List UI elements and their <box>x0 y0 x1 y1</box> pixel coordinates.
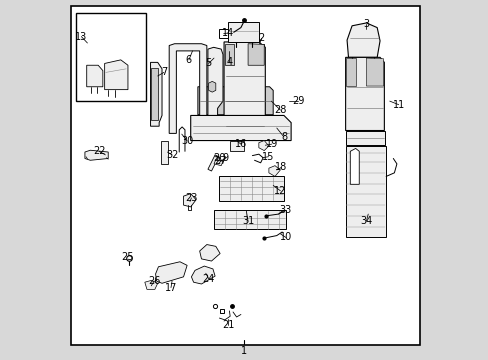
Text: 19: 19 <box>265 139 277 149</box>
Text: 20: 20 <box>213 153 225 163</box>
Polygon shape <box>345 131 384 145</box>
Polygon shape <box>224 44 233 65</box>
Text: 32: 32 <box>165 150 178 160</box>
Text: 2: 2 <box>258 33 264 43</box>
Text: 8: 8 <box>280 132 286 142</box>
Polygon shape <box>224 44 264 87</box>
Polygon shape <box>207 155 218 171</box>
Polygon shape <box>214 211 285 229</box>
Text: 25: 25 <box>122 252 134 262</box>
Bar <box>219 30 228 39</box>
Text: 28: 28 <box>274 105 286 115</box>
Polygon shape <box>104 60 128 90</box>
Text: 24: 24 <box>202 274 214 284</box>
Text: 33: 33 <box>278 206 290 216</box>
Polygon shape <box>247 44 264 65</box>
Text: 4: 4 <box>226 57 232 67</box>
Polygon shape <box>214 159 223 166</box>
Text: 29: 29 <box>291 96 304 106</box>
Polygon shape <box>155 262 187 283</box>
Text: 27: 27 <box>214 156 226 166</box>
Polygon shape <box>150 62 162 126</box>
Polygon shape <box>345 57 384 131</box>
Polygon shape <box>345 146 386 237</box>
Polygon shape <box>144 280 158 289</box>
Polygon shape <box>190 116 290 140</box>
Bar <box>151 68 158 120</box>
Polygon shape <box>258 140 268 150</box>
Polygon shape <box>191 266 215 284</box>
Text: 3: 3 <box>363 19 369 29</box>
Text: 13: 13 <box>75 32 87 41</box>
Polygon shape <box>199 244 220 261</box>
Polygon shape <box>207 47 223 132</box>
Polygon shape <box>208 81 215 92</box>
Polygon shape <box>230 140 244 151</box>
Polygon shape <box>86 65 102 87</box>
Polygon shape <box>268 166 280 176</box>
Text: 7: 7 <box>161 67 166 77</box>
Polygon shape <box>346 23 379 57</box>
Bar <box>76 13 145 101</box>
Text: 6: 6 <box>185 55 192 65</box>
Text: 15: 15 <box>262 152 274 162</box>
Text: 22: 22 <box>93 146 105 156</box>
Text: 34: 34 <box>360 216 372 226</box>
Polygon shape <box>366 58 383 86</box>
Text: 10: 10 <box>279 232 291 242</box>
Text: 11: 11 <box>392 100 404 110</box>
Text: 9: 9 <box>223 153 228 163</box>
Text: 31: 31 <box>242 216 254 226</box>
Text: 23: 23 <box>185 193 197 203</box>
Text: 14: 14 <box>222 28 234 38</box>
Polygon shape <box>224 42 265 134</box>
Polygon shape <box>161 141 167 164</box>
Polygon shape <box>228 22 258 41</box>
Text: 26: 26 <box>148 276 160 286</box>
Polygon shape <box>349 148 359 184</box>
Text: 12: 12 <box>274 186 286 196</box>
Polygon shape <box>198 87 273 115</box>
Polygon shape <box>183 194 196 207</box>
Text: 5: 5 <box>205 58 211 68</box>
Text: 30: 30 <box>181 136 193 145</box>
Text: 18: 18 <box>275 162 287 172</box>
Polygon shape <box>346 58 355 86</box>
Polygon shape <box>219 176 284 201</box>
Polygon shape <box>169 44 206 134</box>
Text: 16: 16 <box>234 139 246 149</box>
Polygon shape <box>85 150 108 160</box>
Text: 17: 17 <box>164 283 177 293</box>
Text: 21: 21 <box>222 320 234 330</box>
Text: 1: 1 <box>241 346 247 356</box>
